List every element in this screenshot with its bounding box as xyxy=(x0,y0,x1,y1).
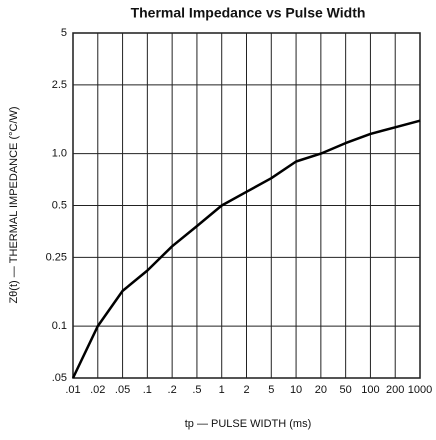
y-tick-label: 0.5 xyxy=(52,199,67,211)
y-axis-label: Zθ(t) — THERMAL IMPEDANCE (°C/W) xyxy=(8,106,20,303)
data-line xyxy=(71,119,421,379)
x-tick-label: .5 xyxy=(192,384,201,396)
x-tick-label: 50 xyxy=(340,384,352,396)
y-tick-label: 2.5 xyxy=(52,79,67,91)
x-tick-label: 1 xyxy=(219,384,225,396)
x-tick-label: 1000 xyxy=(408,384,432,396)
y-tick-label: 0.1 xyxy=(52,320,67,332)
x-tick-label: .2 xyxy=(168,384,177,396)
y-tick-label: .05 xyxy=(52,372,67,384)
x-tick-label: .05 xyxy=(115,384,130,396)
y-tick-label: 0.25 xyxy=(46,251,67,263)
x-tick-label: 20 xyxy=(315,384,327,396)
x-tick-label: 200 xyxy=(386,384,404,396)
x-axis-label: tp — PULSE WIDTH (ms) xyxy=(185,418,312,430)
x-tick-label: .1 xyxy=(143,384,152,396)
y-tick-label: 1.0 xyxy=(52,147,67,159)
y-tick-label: 5 xyxy=(61,27,67,39)
x-tick-label: .02 xyxy=(90,384,105,396)
x-tick-label: 100 xyxy=(361,384,379,396)
x-tick-label: 5 xyxy=(268,384,274,396)
x-tick-label: 10 xyxy=(290,384,302,396)
x-tick-label: 2 xyxy=(243,384,249,396)
x-tick-label: .01 xyxy=(65,384,80,396)
chart-title: Thermal Impedance vs Pulse Width xyxy=(131,5,366,21)
